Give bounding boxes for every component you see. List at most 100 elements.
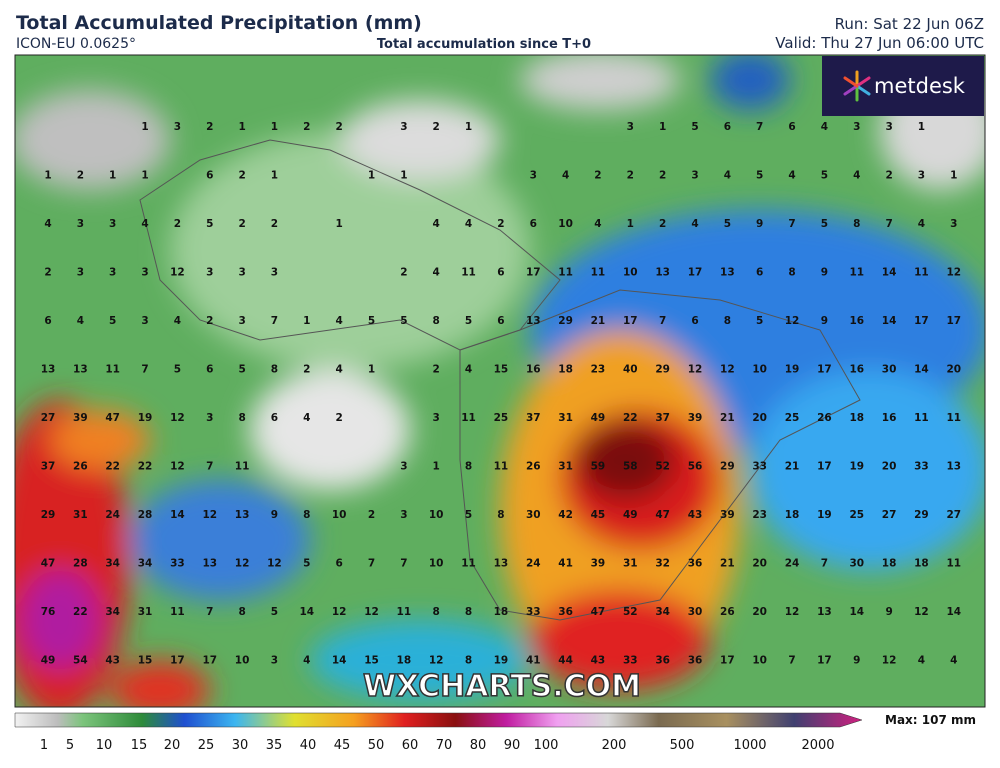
- grid-value: 20: [752, 606, 767, 618]
- grid-value: 27: [946, 509, 961, 521]
- grid-value: 4: [562, 170, 569, 182]
- grid-value: 25: [785, 412, 800, 424]
- grid-value: 33: [914, 461, 929, 473]
- grid-value: 3: [238, 267, 245, 279]
- grid-value: 1: [465, 121, 472, 133]
- grid-value: 9: [821, 267, 828, 279]
- logo-box: [822, 56, 984, 116]
- grid-value: 18: [397, 655, 412, 667]
- grid-value: 7: [206, 606, 213, 618]
- grid-value: 29: [720, 461, 735, 473]
- grid-value: 7: [885, 218, 892, 230]
- grid-value: 21: [591, 315, 606, 327]
- grid-value: 2: [303, 121, 310, 133]
- grid-value: 6: [44, 315, 51, 327]
- grid-value: 11: [849, 267, 864, 279]
- grid-value: 4: [594, 218, 601, 230]
- grid-value: 16: [526, 364, 541, 376]
- colorbar: [14, 712, 863, 728]
- grid-value: 4: [303, 655, 310, 667]
- grid-value: 12: [170, 267, 185, 279]
- grid-value: 31: [138, 606, 153, 618]
- grid-value: 18: [882, 558, 897, 570]
- grid-value: 4: [433, 218, 440, 230]
- valid: Valid: Thu 27 Jun 06:00 UTC: [775, 34, 984, 52]
- grid-value: 10: [623, 267, 638, 279]
- grid-value: 15: [494, 364, 509, 376]
- grid-value: 11: [558, 267, 573, 279]
- value-grid: 1 3 2 1 1 2 2 3 2 1 3 1 5 6 7 6 4 3 3 11 2 1 1 6 2 1 1 1 3 4 2 2 2 3 4 5 4 5 4…: [41, 121, 961, 667]
- grid-value: 11: [461, 412, 476, 424]
- grid-value: 12: [882, 655, 897, 667]
- grid-value: 5: [238, 364, 245, 376]
- grid-value: 5: [368, 315, 375, 327]
- colorbar-label: 50: [368, 738, 385, 753]
- grid-value: 12: [785, 315, 800, 327]
- grid-value: 12: [720, 364, 735, 376]
- grid-value: 2: [44, 267, 51, 279]
- grid-value: 18: [785, 509, 800, 521]
- grid-value: 3: [271, 655, 278, 667]
- grid-value: 4: [821, 121, 828, 133]
- grid-value: 37: [41, 461, 56, 473]
- grid-value: 12: [688, 364, 703, 376]
- colorbar-label: 15: [131, 738, 148, 753]
- grid-value: 40: [623, 364, 638, 376]
- grid-value: 13: [73, 364, 88, 376]
- colorbar-label: 200: [602, 738, 627, 753]
- grid-value: 5: [465, 315, 472, 327]
- grid-value: 24: [526, 558, 541, 570]
- grid-value: 22: [138, 461, 153, 473]
- grid-value: 16: [882, 412, 897, 424]
- grid-value: 1: [238, 121, 245, 133]
- grid-value: 11: [946, 412, 961, 424]
- grid-value: 14: [946, 606, 961, 618]
- grid-value: 18: [494, 606, 509, 618]
- grid-value: 8: [724, 315, 731, 327]
- grid-value: 2: [368, 509, 375, 521]
- grid-value: 28: [73, 558, 88, 570]
- grid-value: 13: [235, 509, 250, 521]
- grid-value: 6: [530, 218, 537, 230]
- grid-value: 23: [752, 509, 767, 521]
- grid-value: 17: [202, 655, 217, 667]
- grid-value: 8: [271, 364, 278, 376]
- grid-value: 44: [558, 655, 573, 667]
- grid-value: 56: [688, 461, 703, 473]
- grid-value: 33: [623, 655, 638, 667]
- grid-value: 6: [271, 412, 278, 424]
- grid-value: 4: [174, 315, 181, 327]
- grid-value: 2: [659, 170, 666, 182]
- grid-value: 4: [335, 364, 342, 376]
- grid-value: 2: [433, 364, 440, 376]
- grid-value: 15: [364, 655, 379, 667]
- grid-value: 15: [138, 655, 153, 667]
- grid-value: 17: [526, 267, 541, 279]
- grid-value: 1: [141, 121, 148, 133]
- grid-value: 34: [105, 558, 120, 570]
- grid-value: 2: [77, 170, 84, 182]
- grid-value: 1: [918, 121, 925, 133]
- grid-value: 41: [526, 655, 541, 667]
- grid-value: 5: [400, 315, 407, 327]
- grid-value: 3: [530, 170, 537, 182]
- subtitle: Total accumulation since T+0: [377, 37, 591, 52]
- grid-value: 17: [720, 655, 735, 667]
- grid-value: 13: [655, 267, 670, 279]
- grid-value: 6: [497, 315, 504, 327]
- grid-value: 21: [785, 461, 800, 473]
- colorbar-label: 40: [300, 738, 317, 753]
- grid-value: 34: [138, 558, 153, 570]
- grid-value: 43: [105, 655, 120, 667]
- grid-value: 2: [400, 267, 407, 279]
- grid-value: 24: [785, 558, 800, 570]
- grid-value: 5: [174, 364, 181, 376]
- grid-value: 20: [882, 461, 897, 473]
- grid-value: 29: [914, 509, 929, 521]
- grid-value: 5: [724, 218, 731, 230]
- grid-value: 6: [756, 267, 763, 279]
- grid-value: 7: [756, 121, 763, 133]
- grid-value: 11: [170, 606, 185, 618]
- grid-value: 39: [720, 509, 735, 521]
- grid-value: 34: [655, 606, 670, 618]
